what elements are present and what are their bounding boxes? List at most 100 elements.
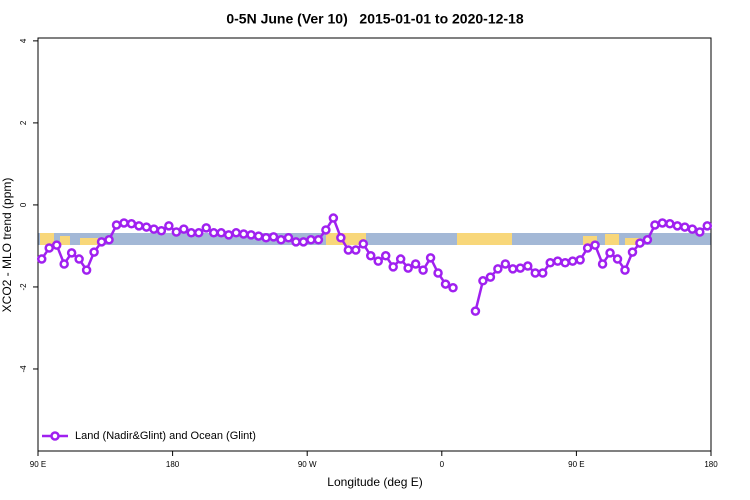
data-point (530, 268, 541, 278)
legend-marker (50, 431, 60, 441)
data-point (388, 262, 398, 272)
data-point (545, 258, 555, 268)
data-point (208, 228, 219, 238)
data-point (515, 263, 526, 273)
data-point (702, 221, 713, 231)
data-point (126, 219, 137, 229)
data-point (104, 235, 114, 245)
data-point (89, 247, 99, 257)
data-point (687, 224, 698, 234)
data-point (418, 265, 428, 275)
data-point (470, 306, 481, 316)
data-point (366, 251, 376, 261)
data-point (410, 259, 421, 269)
data-point (627, 247, 638, 257)
data-point (351, 245, 361, 255)
data-point (276, 235, 286, 245)
data-point (81, 265, 92, 275)
data-point (74, 254, 84, 264)
data-point (597, 259, 608, 269)
data-point (253, 231, 264, 241)
data-point (306, 235, 316, 245)
data-point (51, 240, 62, 250)
data-point (268, 232, 279, 242)
data-point (164, 221, 174, 231)
data-point (186, 228, 197, 238)
data-point (485, 272, 496, 282)
data-point (141, 222, 152, 232)
data-line (40, 215, 709, 312)
data-point (66, 248, 77, 258)
data-point (358, 239, 369, 249)
data-point (111, 220, 122, 230)
y-tick-label: -4 (19, 365, 28, 373)
legend-label: Land (Nadir&Glint) and Ocean (Glint) (75, 430, 256, 442)
data-point (575, 255, 585, 265)
data-point (425, 253, 436, 263)
plot-frame (37, 37, 712, 452)
data-point (500, 259, 511, 269)
data-point (635, 238, 645, 248)
data-point (321, 225, 331, 235)
y-axis-label: XCO2 - MLO trend (ppm) (0, 178, 14, 313)
data-point (156, 226, 167, 236)
y-tick-label: 2 (19, 120, 28, 125)
data-point (298, 237, 309, 247)
data-point (560, 258, 570, 268)
data-point (605, 248, 615, 258)
data-point (313, 235, 324, 245)
data-point (642, 235, 653, 245)
x-tick-label: 90 E (30, 460, 46, 469)
data-point (343, 245, 354, 255)
data-point (695, 227, 705, 237)
data-point (552, 256, 563, 266)
data-point (238, 229, 249, 239)
x-axis-label: Longitude (deg E) (327, 475, 422, 489)
data-point (119, 218, 129, 228)
data-point (373, 256, 383, 266)
data-point (478, 276, 488, 286)
data-point (380, 251, 391, 261)
data-point (680, 222, 690, 232)
x-tick-label: 90 E (568, 460, 584, 469)
data-point (612, 254, 623, 264)
chart-title: 0-5N June (Ver 10) 2015-01-01 to 2020-12… (226, 11, 523, 27)
data-point (403, 263, 413, 273)
data-point (665, 219, 675, 229)
y-tick-label: 0 (19, 202, 28, 207)
data-point (336, 232, 346, 243)
data-point (261, 232, 271, 243)
data-point (179, 224, 189, 234)
data-point (96, 237, 107, 247)
data-point (149, 224, 159, 234)
data-point (246, 230, 256, 240)
x-tick-label: 0 (440, 460, 445, 469)
data-point (134, 221, 144, 231)
data-point (36, 254, 47, 264)
data-point (291, 237, 301, 247)
data-point (44, 243, 54, 253)
data-point (216, 228, 226, 238)
data-point (328, 213, 339, 223)
data-point (171, 227, 182, 237)
data-point (231, 228, 241, 238)
data-point (59, 259, 69, 269)
data-point (493, 264, 503, 274)
data-point (508, 264, 518, 274)
data-point (223, 230, 234, 240)
data-point (395, 254, 406, 264)
data-point (567, 256, 578, 266)
data-point (440, 279, 451, 289)
data-point (538, 268, 548, 278)
data-point (672, 221, 683, 231)
land-ocean-strip (38, 233, 711, 245)
data-point (620, 265, 630, 275)
data-point (582, 243, 593, 253)
x-tick-label: 90 W (298, 460, 317, 469)
y-tick-label: 4 (19, 38, 28, 43)
data-point (523, 261, 533, 271)
x-tick-label: 180 (704, 460, 718, 469)
data-point (283, 232, 294, 243)
x-tick-label: 180 (166, 460, 180, 469)
